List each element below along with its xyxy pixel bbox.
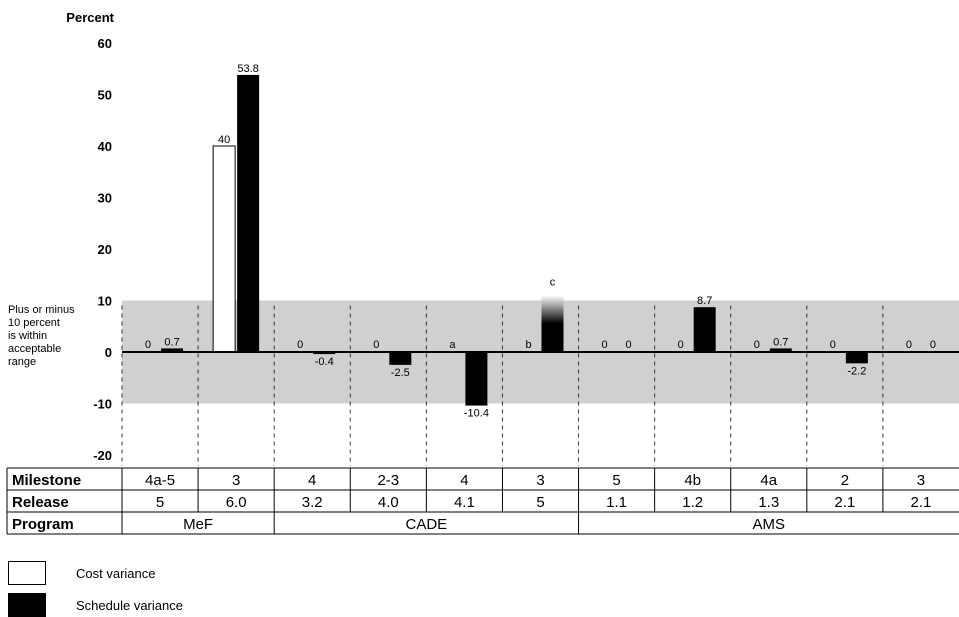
release-cell: 1.1: [606, 494, 627, 511]
schedule-variance-bar: [313, 352, 336, 355]
band-note-line: Plus or minus: [8, 304, 75, 316]
milestone-cell: 2-3: [377, 472, 399, 489]
cost-data-label: b: [525, 339, 531, 351]
schedule-variance-bar: [465, 352, 488, 406]
band-note-line: 10 percent: [8, 317, 60, 329]
y-tick-label: 40: [98, 139, 112, 154]
cost-data-label: 0: [754, 339, 760, 351]
band-note-line: acceptable: [8, 343, 61, 355]
y-tick-label: 60: [98, 36, 112, 51]
band-note-line: is within: [8, 330, 47, 342]
milestone-cell: 3: [536, 472, 544, 489]
milestone-cell: 4b: [684, 472, 701, 489]
schedule-variance-bar: [693, 307, 716, 352]
milestone-cell: 4a: [760, 472, 777, 489]
release-cell: 2.1: [834, 494, 855, 511]
schedule-data-label: -2.2: [847, 365, 866, 377]
milestone-cell: 4: [460, 472, 468, 489]
release-cell: 5: [536, 494, 544, 511]
release-cell: 5: [156, 494, 164, 511]
legend-cost-label: Cost variance: [76, 565, 156, 581]
milestone-cell: 5: [612, 472, 620, 489]
schedule-data-label: c: [550, 276, 556, 288]
legend-schedule-label: Schedule variance: [76, 597, 183, 613]
table-row-header: Release: [12, 494, 69, 511]
y-tick-label: -10: [93, 397, 112, 412]
schedule-data-label: 0.7: [773, 336, 788, 348]
cost-data-label: 40: [218, 134, 230, 146]
release-cell: 2.1: [911, 494, 932, 511]
cost-data-label: 0: [678, 339, 684, 351]
schedule-variance-bar: [769, 348, 792, 352]
y-tick-label: 0: [105, 345, 112, 360]
cost-data-label: a: [449, 339, 456, 351]
legend-schedule: Schedule variance: [8, 593, 183, 617]
release-cell: 1.2: [682, 494, 703, 511]
milestone-cell: 3: [232, 472, 240, 489]
schedule-variance-bar: [845, 352, 868, 364]
cost-data-label: 0: [145, 339, 151, 351]
y-tick-label: 50: [98, 88, 112, 103]
legend-schedule-swatch: [8, 593, 46, 617]
y-tick-label: 10: [98, 294, 112, 309]
program-cell: CADE: [406, 516, 448, 533]
milestone-cell: 4: [308, 472, 316, 489]
schedule-variance-bar: [237, 74, 260, 353]
release-cell: 6.0: [226, 494, 247, 511]
program-cell: AMS: [753, 516, 786, 533]
schedule-data-label: 0: [626, 339, 632, 351]
schedule-data-label: -2.5: [391, 367, 410, 379]
cost-variance-bar: [212, 145, 236, 353]
release-cell: 1.3: [758, 494, 779, 511]
schedule-variance-bar: [389, 352, 412, 365]
milestone-cell: 2: [841, 472, 849, 489]
schedule-data-label: -10.4: [464, 408, 489, 420]
program-cell: MeF: [183, 516, 213, 533]
schedule-variance-bar: [541, 295, 564, 352]
milestone-cell: 3: [917, 472, 925, 489]
cost-data-label: 0: [373, 339, 379, 351]
schedule-data-label: 0: [930, 339, 936, 351]
cost-data-label: 0: [297, 339, 303, 351]
schedule-data-label: 8.7: [697, 295, 712, 307]
y-tick-label: 30: [98, 191, 112, 206]
schedule-data-label: -0.4: [315, 356, 334, 368]
release-cell: 4.1: [454, 494, 475, 511]
band-note-line: range: [8, 356, 36, 368]
schedule-variance-bar: [161, 348, 184, 352]
cost-data-label: 0: [906, 339, 912, 351]
release-cell: 3.2: [302, 494, 323, 511]
y-tick-label: -20: [93, 448, 112, 463]
release-cell: 4.0: [378, 494, 399, 511]
schedule-data-label: 53.8: [237, 63, 258, 75]
legend-cost-swatch: [8, 561, 46, 585]
cost-data-label: 0: [602, 339, 608, 351]
table-row-header: Program: [12, 516, 74, 533]
table-row-header: Milestone: [12, 472, 81, 489]
legend-cost: Cost variance: [8, 561, 155, 585]
schedule-data-label: 0.7: [164, 336, 179, 348]
y-tick-label: 20: [98, 242, 112, 257]
milestone-cell: 4a-5: [145, 472, 175, 489]
cost-data-label: 0: [830, 339, 836, 351]
y-axis-title: Percent: [66, 10, 114, 25]
